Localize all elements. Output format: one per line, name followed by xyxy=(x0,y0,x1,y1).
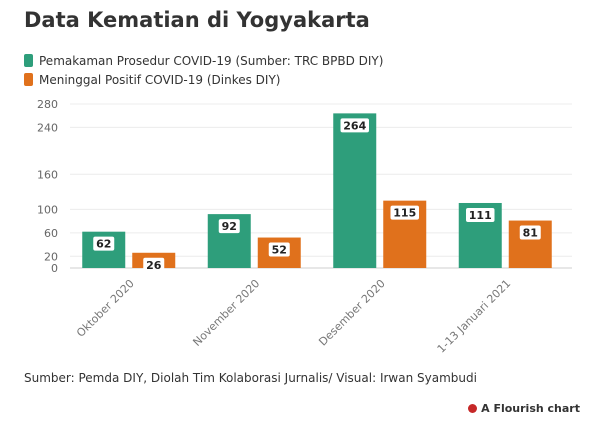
y-tick-label: 240 xyxy=(37,121,58,134)
data-label: 52 xyxy=(272,244,287,257)
data-label: 111 xyxy=(469,209,492,222)
data-label-background xyxy=(268,242,290,257)
data-label-background xyxy=(466,207,495,222)
data-label: 62 xyxy=(96,238,111,251)
x-tick-label: November 2020 xyxy=(190,277,262,349)
y-tick-label: 0 xyxy=(51,262,58,275)
data-label-background xyxy=(93,236,115,251)
data-label-background xyxy=(390,205,419,220)
data-label: 115 xyxy=(393,207,416,220)
chart-title: Data Kematian di Yogyakarta xyxy=(24,8,370,32)
y-tick-label: 100 xyxy=(37,203,58,216)
data-label: 92 xyxy=(222,220,237,233)
data-label: 264 xyxy=(343,119,366,132)
source-note: Sumber: Pemda DIY, Diolah Tim Kolaborasi… xyxy=(24,371,477,385)
flourish-credit-label: A Flourish chart xyxy=(481,402,580,415)
legend-label-series-2: Meninggal Positif COVID-19 (Dinkes DIY) xyxy=(39,72,281,87)
flourish-logo-icon xyxy=(468,404,478,413)
legend-swatch-series-1 xyxy=(24,54,33,67)
bar xyxy=(333,113,377,268)
data-label-background xyxy=(218,219,240,234)
flourish-credit[interactable]: A Flourish chart xyxy=(468,402,580,415)
legend-item-series-1[interactable]: Pemakaman Prosedur COVID-19 (Sumber: TRC… xyxy=(24,51,383,70)
data-label-background xyxy=(519,225,541,240)
y-tick-label: 280 xyxy=(37,98,58,111)
data-label-background xyxy=(143,257,165,272)
data-label-background xyxy=(340,118,369,133)
y-tick-label: 20 xyxy=(44,250,58,263)
data-label: 81 xyxy=(523,227,538,240)
data-label: 26 xyxy=(146,259,162,272)
x-tick-label: 1-13 Januari 2021 xyxy=(435,277,514,356)
x-tick-label: Oktober 2020 xyxy=(74,277,137,340)
y-tick-label: 60 xyxy=(44,227,58,240)
x-tick-label: Desember 2020 xyxy=(316,277,388,349)
legend-swatch-series-2 xyxy=(24,73,33,86)
y-tick-label: 160 xyxy=(37,168,58,181)
legend-label-series-1: Pemakaman Prosedur COVID-19 (Sumber: TRC… xyxy=(39,53,384,68)
legend-item-series-2[interactable]: Meninggal Positif COVID-19 (Dinkes DIY) xyxy=(24,70,383,89)
legend: Pemakaman Prosedur COVID-19 (Sumber: TRC… xyxy=(24,51,383,89)
